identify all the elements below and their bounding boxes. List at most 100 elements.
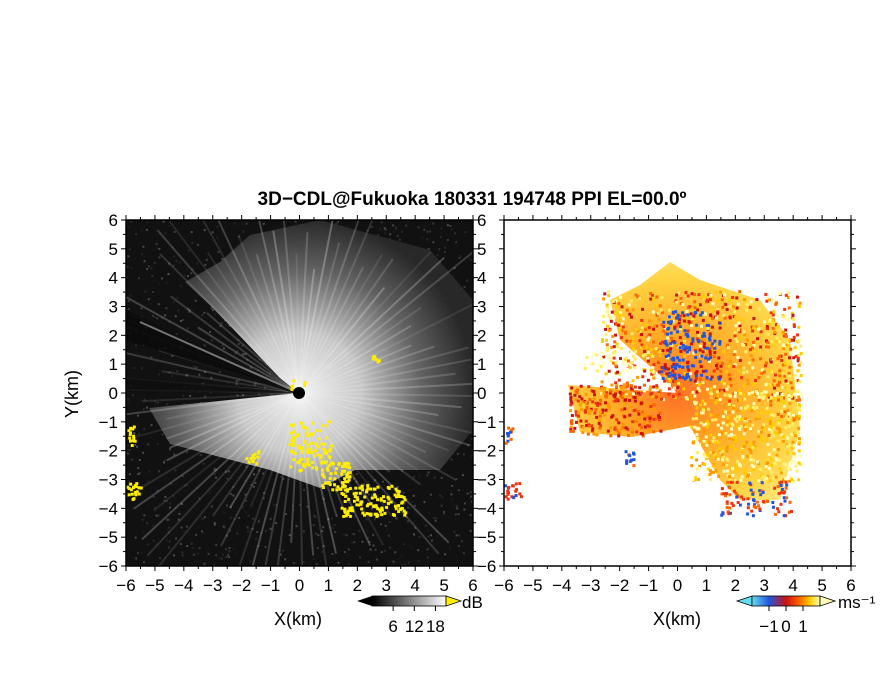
snr-noise-pixel xyxy=(275,504,278,507)
velocity-pixel xyxy=(692,351,696,355)
velocity-pixel xyxy=(612,361,616,365)
snr-noise-pixel xyxy=(264,546,267,549)
velocity-pixel xyxy=(729,394,733,398)
snr-noise-pixel xyxy=(324,546,327,549)
velocity-panel: −6 −5 −4 −3 −2 −1 0 1 2 3 4 5 6 X(km) xyxy=(494,215,856,629)
snr-noise-pixel xyxy=(174,513,177,516)
velocity-pixel xyxy=(591,355,595,359)
snr-noise-pixel xyxy=(314,516,317,519)
snr-noise-pixel xyxy=(242,353,245,356)
snr-over-range-pixel xyxy=(317,437,321,441)
snr-noise-pixel xyxy=(136,445,139,448)
velocity-pixel xyxy=(740,376,744,380)
velocity-pixel xyxy=(629,299,633,303)
velocity-pixel xyxy=(769,417,773,421)
velocity-pixel xyxy=(638,423,642,427)
velocity-pixel xyxy=(718,388,722,392)
velocity-pixel xyxy=(634,293,638,297)
snr-over-range-pixel xyxy=(301,425,305,429)
velocity-pixel xyxy=(598,426,602,430)
velocity-pixel xyxy=(767,384,771,388)
velocity-pixel xyxy=(642,345,646,349)
velocity-pixel xyxy=(691,477,695,481)
velocity-pixel xyxy=(775,391,779,395)
snr-bright-sector xyxy=(149,220,473,488)
velocity-pixel xyxy=(670,365,674,369)
snr-noise-pixel xyxy=(217,251,220,254)
velocity-pixel xyxy=(742,343,746,347)
snr-noise-pixel xyxy=(331,517,334,520)
velocity-x-tick-label: −5 xyxy=(523,576,542,595)
snr-beam-ray xyxy=(298,232,309,394)
snr-noise-pixel xyxy=(402,491,405,494)
snr-noise-pixel xyxy=(387,534,390,537)
snr-noise-pixel xyxy=(143,262,146,265)
velocity-pixel xyxy=(638,330,642,334)
velocity-pixel xyxy=(721,305,725,309)
velocity-pixel xyxy=(716,423,720,427)
velocity-pixel xyxy=(746,382,750,386)
snr-noise-pixel xyxy=(268,372,271,375)
velocity-pixel xyxy=(760,371,764,375)
velocity-pixel xyxy=(782,491,786,495)
velocity-pixel xyxy=(752,343,756,347)
velocity-pixel xyxy=(746,497,750,501)
velocity-pixel xyxy=(765,327,769,331)
velocity-pixel xyxy=(649,348,653,352)
snr-noise-pixel xyxy=(464,231,467,234)
velocity-pixel xyxy=(725,387,729,391)
velocity-pixel xyxy=(781,439,785,443)
snr-noise-pixel xyxy=(412,494,415,497)
snr-noise-pixel xyxy=(269,518,272,521)
velocity-pixel xyxy=(677,321,681,325)
snr-beam-ray xyxy=(298,392,473,435)
snr-over-range-pixel xyxy=(376,513,380,517)
snr-over-range-pixel xyxy=(325,436,329,440)
velocity-pixel xyxy=(607,406,611,410)
velocity-pixel xyxy=(683,354,687,358)
velocity-pixel xyxy=(782,404,786,408)
velocity-pixel xyxy=(788,462,792,466)
snr-noise-pixel xyxy=(204,311,207,314)
snr-noise-pixel xyxy=(450,228,453,231)
velocity-pixel xyxy=(755,405,759,409)
snr-y-tick-label: −4 xyxy=(99,499,118,518)
velocity-pixel xyxy=(738,392,742,396)
velocity-pixel xyxy=(691,337,695,341)
snr-noise-pixel xyxy=(372,544,375,547)
velocity-pixel xyxy=(734,436,738,440)
velocity-pixel xyxy=(706,467,710,471)
snr-noise-pixel xyxy=(424,524,427,527)
snr-noise-pixel xyxy=(455,534,458,537)
velocity-pixel xyxy=(613,399,617,403)
velocity-pixel xyxy=(733,331,737,335)
velocity-pixel xyxy=(507,426,511,430)
snr-noise-pixel xyxy=(210,505,213,508)
velocity-pixel xyxy=(787,466,791,470)
velocity-pixel xyxy=(772,308,776,312)
snr-noise-pixel xyxy=(225,504,228,507)
snr-beam-ray xyxy=(201,220,300,394)
velocity-pixel xyxy=(606,402,610,406)
velocity-pixel xyxy=(629,350,633,354)
velocity-pixel xyxy=(708,352,712,356)
snr-noise-pixel xyxy=(337,561,340,564)
velocity-pixel xyxy=(693,379,697,383)
velocity-pixel xyxy=(725,423,729,427)
snr-noise-pixel xyxy=(443,251,446,254)
velocity-pixel xyxy=(778,392,782,396)
velocity-pixel xyxy=(642,403,646,407)
velocity-pixel xyxy=(605,390,609,394)
snr-over-range-pixel xyxy=(323,481,327,485)
velocity-pixel xyxy=(675,293,679,297)
snr-noise-pixel xyxy=(371,470,374,473)
snr-noise-pixel xyxy=(262,222,265,225)
snr-noise-pixel xyxy=(322,526,325,529)
snr-noise-pixel xyxy=(455,505,458,508)
snr-noise-pixel xyxy=(413,533,416,536)
snr-noise-pixel xyxy=(317,534,320,537)
snr-over-range-pixel xyxy=(328,456,332,460)
snr-noise-pixel xyxy=(255,537,258,540)
snr-beam-ray xyxy=(298,392,372,546)
snr-noise-pixel xyxy=(138,472,141,475)
